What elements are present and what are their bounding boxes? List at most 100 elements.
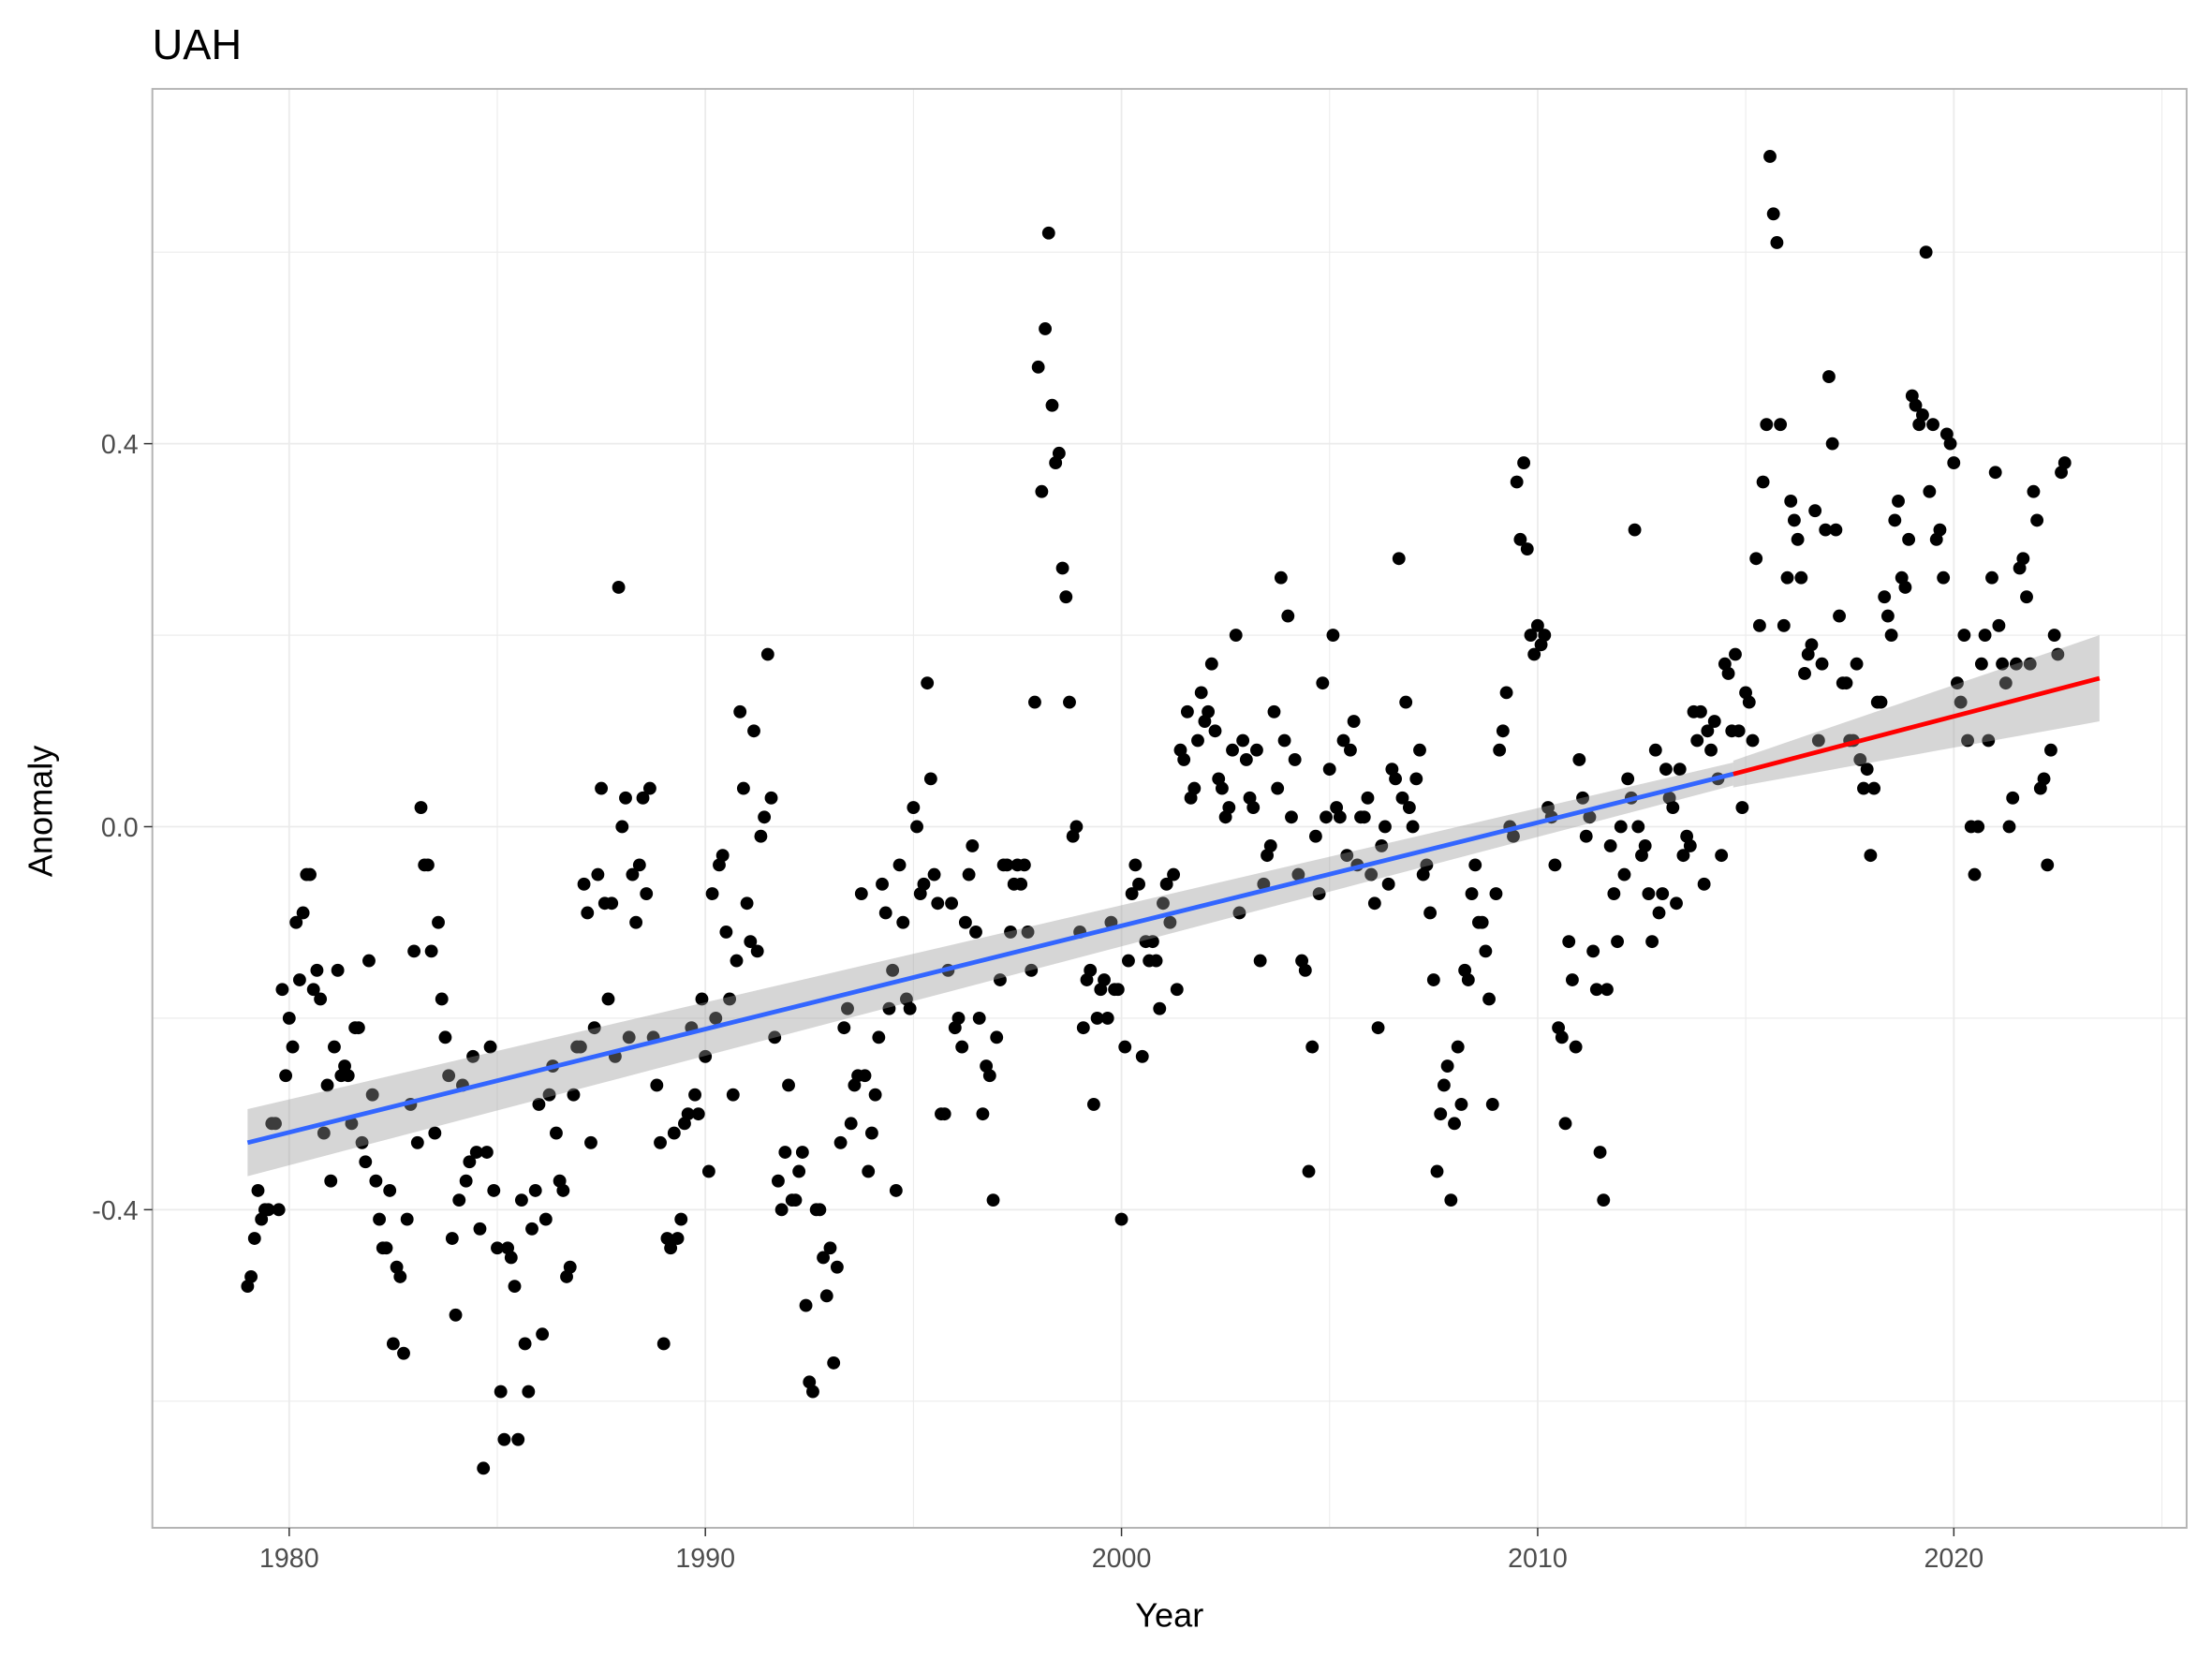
data-point: [1683, 839, 1697, 852]
data-point: [1527, 647, 1541, 661]
data-point: [508, 1280, 522, 1294]
data-point: [2037, 772, 2051, 786]
data-point: [1236, 733, 1250, 748]
data-point: [1943, 437, 1957, 451]
data-point: [1191, 733, 1204, 748]
data-point: [1375, 839, 1389, 852]
data-point: [1880, 609, 1895, 623]
data-point: [1263, 839, 1277, 852]
data-point: [1517, 456, 1531, 469]
data-point: [491, 1241, 504, 1255]
data-point: [650, 1078, 664, 1092]
data-point: [1819, 523, 1833, 537]
data-point: [1086, 1097, 1100, 1111]
data-point: [1298, 963, 1312, 977]
trend-to-2014-line: [246, 771, 1734, 1146]
data-point: [1163, 915, 1177, 929]
data-point: [275, 983, 289, 997]
data-point: [962, 867, 976, 881]
y-tick-label: 0.0: [101, 813, 139, 843]
data-point: [1153, 1001, 1167, 1015]
data-point: [525, 1222, 538, 1236]
data-point: [723, 992, 737, 1006]
data-point: [1493, 743, 1507, 757]
data-point: [830, 1260, 844, 1274]
data-point: [993, 973, 1007, 986]
data-point: [889, 1183, 903, 1197]
data-point: [1916, 408, 1929, 422]
data-point: [1371, 1021, 1385, 1035]
data-point: [1933, 523, 1947, 537]
data-point: [695, 992, 709, 1006]
data-point: [1926, 418, 1939, 432]
data-point: [1100, 1011, 1114, 1025]
data-point: [1059, 590, 1073, 604]
chart-title: UAH: [153, 21, 242, 68]
data-point: [982, 1069, 996, 1083]
data-point: [1347, 715, 1361, 728]
data-point: [1811, 733, 1825, 748]
data-point: [563, 1260, 577, 1274]
data-point: [1985, 570, 1998, 585]
data-point: [1215, 781, 1229, 795]
data-point: [1707, 715, 1721, 728]
data-point: [1063, 695, 1076, 709]
data-point: [383, 1183, 397, 1197]
data-point: [2023, 657, 2037, 671]
data-point: [1468, 858, 1482, 872]
data-point: [279, 1069, 293, 1083]
data-point: [1281, 609, 1295, 623]
data-point: [477, 1461, 491, 1475]
data-point: [469, 1146, 483, 1159]
data-point: [303, 867, 317, 881]
data-point: [1430, 1164, 1444, 1178]
data-point: [882, 1001, 896, 1015]
data-point: [1167, 867, 1181, 881]
data-point: [445, 1232, 459, 1245]
data-point: [903, 1001, 917, 1015]
data-point: [1364, 867, 1379, 881]
data-point: [1642, 887, 1656, 900]
data-point: [1305, 1040, 1320, 1054]
data-point: [1638, 839, 1652, 852]
data-point: [1628, 523, 1642, 537]
data-point: [1122, 954, 1135, 968]
data-point: [1822, 370, 1836, 383]
data-point: [872, 1030, 886, 1044]
data-point: [701, 1164, 715, 1178]
data-point: [1128, 858, 1143, 872]
data-point: [1777, 618, 1791, 632]
data-point: [1652, 906, 1666, 920]
data-point: [1232, 906, 1246, 920]
data-point: [595, 781, 609, 795]
data-point: [1656, 887, 1670, 900]
data-point: [1548, 858, 1562, 872]
data-point: [1510, 475, 1524, 489]
data-point: [1998, 676, 2013, 690]
data-point: [1496, 724, 1510, 738]
data-point: [1389, 772, 1403, 786]
data-point: [1021, 925, 1035, 939]
data-point: [937, 1107, 951, 1121]
data-point: [1586, 944, 1600, 958]
data-point: [1853, 753, 1867, 766]
data-point: [1440, 1059, 1454, 1073]
data-point: [1267, 704, 1281, 718]
data-point: [1028, 695, 1041, 709]
data-point: [1426, 973, 1440, 986]
data-point: [1614, 820, 1628, 834]
x-tick-label: 2010: [1508, 1544, 1568, 1574]
data-point: [1413, 743, 1426, 757]
data-point: [1530, 618, 1544, 632]
axis-ticks: 1980 1990 2000 2010 2020 -0.4 0.0 0.4: [92, 430, 1983, 1574]
data-point: [2044, 743, 2057, 757]
data-point: [379, 1241, 393, 1255]
data-point: [705, 887, 719, 900]
data-point: [314, 992, 328, 1006]
data-point: [945, 896, 959, 911]
data-point: [2047, 629, 2061, 642]
data-point: [324, 1174, 338, 1188]
data-point: [1798, 667, 1811, 680]
data-point: [931, 896, 945, 911]
data-point: [1025, 963, 1039, 977]
